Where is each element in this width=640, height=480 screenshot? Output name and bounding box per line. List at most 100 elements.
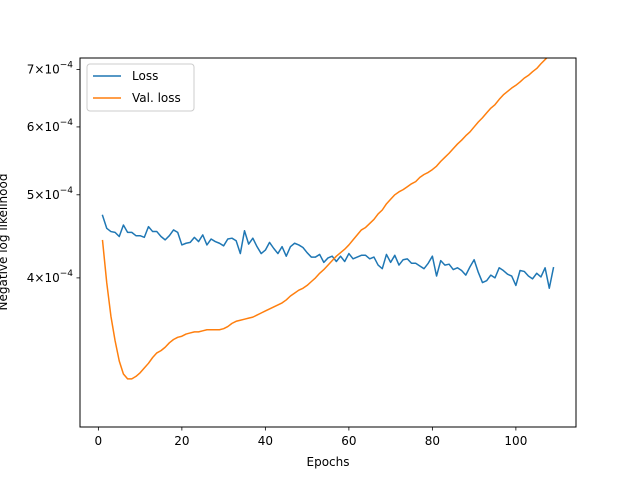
data-point: [373, 257, 374, 258]
data-point: [227, 326, 228, 327]
data-point: [507, 91, 508, 92]
y-axis-label: Negative log likelihood: [0, 174, 10, 311]
data-point: [440, 161, 441, 162]
data-point: [282, 302, 283, 303]
data-point: [261, 313, 262, 314]
data-point: [231, 323, 232, 324]
data-point: [119, 236, 120, 237]
data-point: [503, 270, 504, 271]
data-point: [236, 321, 237, 322]
data-point: [436, 276, 437, 277]
data-point: [515, 85, 516, 86]
data-point: [190, 332, 191, 333]
data-point: [161, 236, 162, 237]
data-point: [407, 258, 408, 259]
data-point: [336, 261, 337, 262]
data-point: [394, 194, 395, 195]
data-point: [515, 285, 516, 286]
data-point: [490, 275, 491, 276]
data-point: [294, 293, 295, 294]
data-point: [206, 329, 207, 330]
data-point: [302, 247, 303, 248]
data-point: [127, 232, 128, 233]
data-point: [499, 267, 500, 268]
data-point: [219, 243, 220, 244]
data-point: [257, 246, 258, 247]
data-point: [507, 274, 508, 275]
data-point: [444, 157, 445, 158]
data-point: [524, 78, 525, 79]
data-point: [186, 334, 187, 335]
data-point: [319, 254, 320, 255]
data-point: [240, 320, 241, 321]
x-tick-label: 100: [504, 434, 527, 448]
data-point: [482, 282, 483, 283]
data-point: [436, 166, 437, 167]
data-point: [102, 215, 103, 216]
data-point: [528, 75, 529, 76]
data-point: [319, 273, 320, 274]
data-point: [140, 372, 141, 373]
data-point: [198, 331, 199, 332]
axes-frame: [79, 57, 577, 428]
data-point: [123, 374, 124, 375]
series-line-loss: [101, 214, 555, 290]
data-point: [540, 276, 541, 277]
data-point: [390, 262, 391, 263]
data-point: [553, 267, 554, 268]
data-point: [398, 265, 399, 266]
data-point: [102, 240, 103, 241]
data-point: [244, 319, 245, 320]
legend-label-loss: Loss: [132, 69, 158, 83]
data-point: [440, 260, 441, 261]
data-point: [248, 244, 249, 245]
data-point: [123, 225, 124, 226]
data-point: [269, 242, 270, 243]
data-point: [223, 328, 224, 329]
data-point: [361, 255, 362, 256]
data-point: [469, 131, 470, 132]
data-point: [206, 244, 207, 245]
data-point: [323, 262, 324, 263]
x-tick-label: 20: [174, 434, 189, 448]
data-point: [357, 257, 358, 258]
data-point: [353, 239, 354, 240]
data-point: [311, 257, 312, 258]
data-point: [457, 144, 458, 145]
data-point: [382, 268, 383, 269]
data-point: [194, 237, 195, 238]
data-point: [486, 112, 487, 113]
data-point: [503, 94, 504, 95]
data-point: [545, 267, 546, 268]
data-point: [286, 299, 287, 300]
data-point: [244, 230, 245, 231]
data-point: [382, 210, 383, 211]
data-point: [369, 223, 370, 224]
data-point: [461, 270, 462, 271]
data-point: [386, 254, 387, 255]
data-point: [474, 126, 475, 127]
legend: Loss Val. loss: [86, 63, 195, 112]
data-point: [290, 246, 291, 247]
data-point: [252, 317, 253, 318]
data-point: [307, 252, 308, 253]
series-val-loss: [101, 58, 548, 380]
data-point: [536, 273, 537, 274]
data-point: [482, 117, 483, 118]
data-point: [315, 277, 316, 278]
data-point: [465, 275, 466, 276]
data-point: [148, 363, 149, 364]
data-point: [407, 186, 408, 187]
data-point: [419, 265, 420, 266]
data-point: [231, 238, 232, 239]
data-point: [490, 108, 491, 109]
data-point: [520, 270, 521, 271]
data-point: [415, 181, 416, 182]
data-point: [361, 229, 362, 230]
data-point: [411, 183, 412, 184]
data-point: [424, 174, 425, 175]
data-point: [545, 59, 546, 60]
data-point: [357, 234, 358, 235]
y-tick-label: 6×10−4: [27, 118, 74, 134]
data-point: [511, 88, 512, 89]
